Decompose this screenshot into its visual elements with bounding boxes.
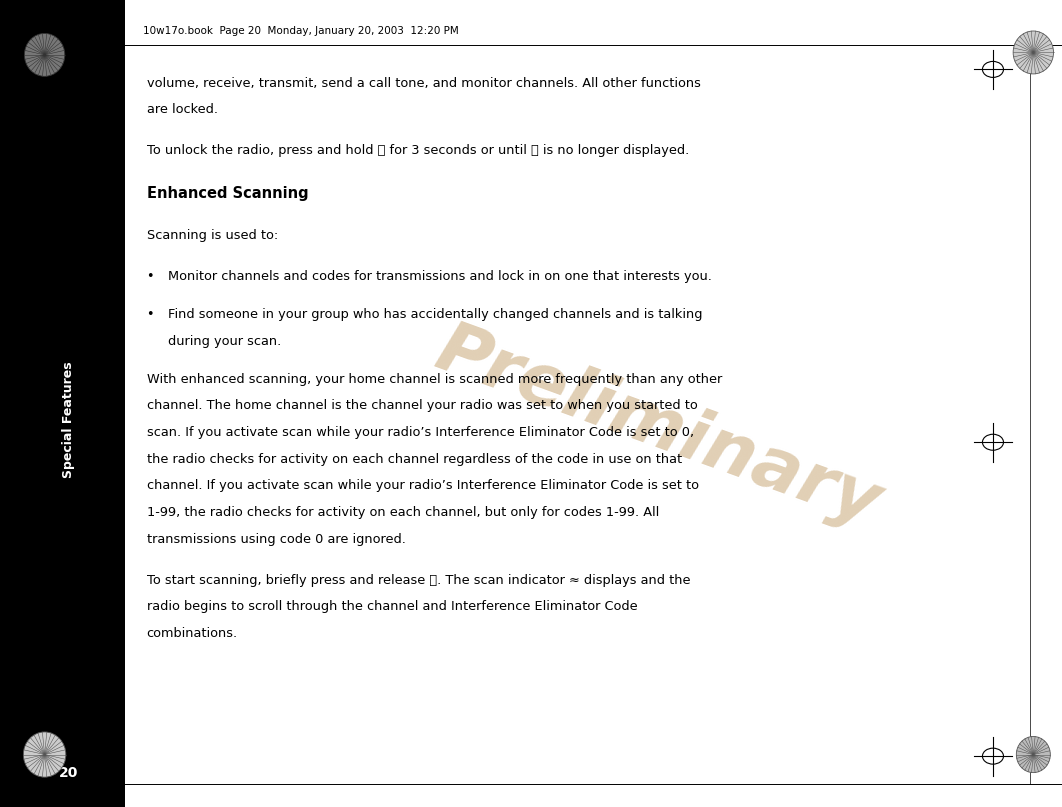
Text: channel. If you activate scan while your radio’s Interference Eliminator Code is: channel. If you activate scan while your…	[147, 479, 699, 492]
Text: 1-99, the radio checks for activity on each channel, but only for codes 1-99. Al: 1-99, the radio checks for activity on e…	[147, 506, 658, 519]
Text: volume, receive, transmit, send a call tone, and monitor channels. All other fun: volume, receive, transmit, send a call t…	[147, 77, 701, 90]
Text: the radio checks for activity on each channel regardless of the code in use on t: the radio checks for activity on each ch…	[147, 453, 682, 466]
Text: Special Features: Special Features	[63, 362, 75, 478]
Text: Scanning is used to:: Scanning is used to:	[147, 229, 278, 242]
Text: Enhanced Scanning: Enhanced Scanning	[147, 186, 308, 201]
Text: channel. The home channel is the channel your radio was set to when you started : channel. The home channel is the channel…	[147, 399, 698, 412]
Text: Monitor channels and codes for transmissions and lock in on one that interests y: Monitor channels and codes for transmiss…	[168, 270, 712, 283]
Text: With enhanced scanning, your home channel is scanned more frequently than any ot: With enhanced scanning, your home channe…	[147, 373, 722, 386]
Text: 10w17o.book  Page 20  Monday, January 20, 2003  12:20 PM: 10w17o.book Page 20 Monday, January 20, …	[143, 26, 459, 36]
Text: Find someone in your group who has accidentally changed channels and is talking: Find someone in your group who has accid…	[168, 308, 702, 321]
Text: To start scanning, briefly press and release Ⓜ. The scan indicator ≈ displays an: To start scanning, briefly press and rel…	[147, 574, 690, 587]
Text: To unlock the radio, press and hold Ⓜ for 3 seconds or until 🔒 is no longer disp: To unlock the radio, press and hold Ⓜ fo…	[147, 144, 689, 157]
Ellipse shape	[23, 732, 66, 777]
Text: are locked.: are locked.	[147, 103, 218, 116]
Text: combinations.: combinations.	[147, 627, 238, 640]
Text: scan. If you activate scan while your radio’s Interference Eliminator Code is se: scan. If you activate scan while your ra…	[147, 426, 693, 439]
Text: •: •	[147, 308, 154, 321]
Text: transmissions using code 0 are ignored.: transmissions using code 0 are ignored.	[147, 533, 406, 546]
Ellipse shape	[24, 33, 65, 77]
Text: during your scan.: during your scan.	[168, 335, 281, 348]
Text: •: •	[147, 270, 154, 283]
Ellipse shape	[1016, 737, 1050, 772]
Text: radio begins to scroll through the channel and Interference Eliminator Code: radio begins to scroll through the chann…	[147, 600, 637, 613]
Bar	[0, 0, 125, 807]
Ellipse shape	[1013, 31, 1054, 74]
Text: 20: 20	[59, 766, 79, 780]
Text: Preliminary: Preliminary	[427, 316, 890, 540]
